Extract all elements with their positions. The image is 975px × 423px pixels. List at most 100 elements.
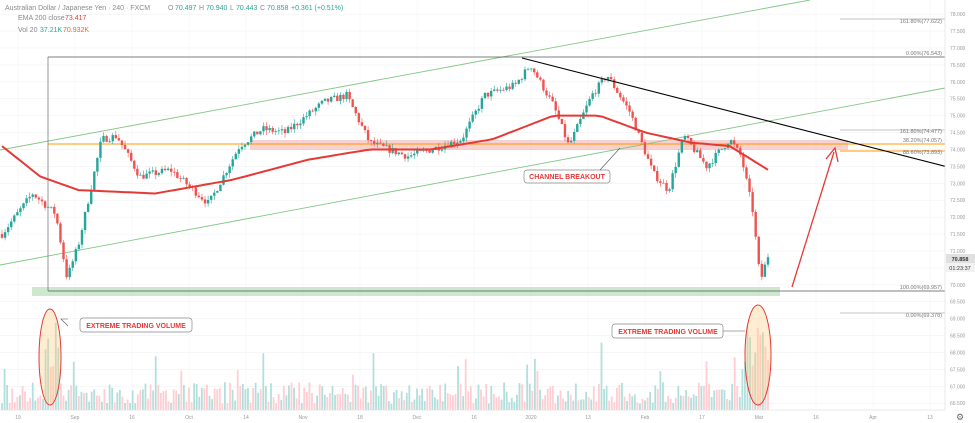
volume-bar bbox=[408, 385, 411, 410]
volume-bar bbox=[203, 388, 206, 410]
candle-body bbox=[369, 140, 373, 141]
candle-body bbox=[360, 122, 364, 126]
price-tick-label: 76.000 bbox=[950, 80, 966, 86]
forecast-arrow bbox=[791, 151, 835, 288]
volume-bar bbox=[103, 389, 106, 410]
volume-bar bbox=[180, 370, 183, 410]
volume-bar bbox=[741, 369, 744, 410]
volume-bar bbox=[244, 389, 247, 410]
candle-body bbox=[262, 126, 265, 132]
candle-body bbox=[382, 143, 385, 146]
volume-bar bbox=[364, 386, 367, 410]
volume-bar bbox=[370, 390, 372, 410]
candle-body bbox=[145, 173, 148, 179]
candle-body bbox=[563, 123, 567, 138]
volume-bar bbox=[385, 385, 388, 410]
candle-body bbox=[594, 93, 597, 95]
candle-body bbox=[228, 166, 231, 174]
volume-bar bbox=[744, 361, 746, 410]
candle-body bbox=[333, 95, 336, 97]
volume-bar bbox=[298, 382, 301, 410]
candle-body bbox=[385, 145, 388, 147]
price-axis[interactable]: 78.000 77.500 77.000 76.500 76.000 75.500 75.0… bbox=[950, 12, 966, 407]
volume-bar bbox=[277, 393, 280, 410]
gear-icon[interactable]: ⚙ bbox=[956, 412, 964, 422]
price-tick-label: 67.500 bbox=[950, 367, 966, 373]
price-tick-label: 70.000 bbox=[950, 283, 966, 289]
candle-body bbox=[723, 148, 727, 149]
candle-body bbox=[683, 136, 687, 140]
candle-body bbox=[53, 206, 56, 214]
volume-bar bbox=[718, 389, 721, 410]
candle-body bbox=[628, 105, 631, 112]
candle-body bbox=[148, 171, 151, 174]
volume-bar bbox=[375, 386, 377, 410]
candle-body bbox=[46, 207, 50, 208]
candle-body bbox=[720, 148, 724, 150]
volume-bar bbox=[47, 338, 50, 410]
ohlc-close: 70.858 bbox=[267, 5, 289, 12]
volume-bar bbox=[582, 399, 585, 410]
candle-body bbox=[117, 138, 121, 141]
volume-bar bbox=[626, 400, 628, 410]
candle-body bbox=[197, 195, 201, 198]
candle-body bbox=[754, 212, 757, 237]
price-tick-label: 76.500 bbox=[950, 63, 966, 69]
candle-body bbox=[323, 98, 327, 101]
volume-bar bbox=[31, 382, 34, 410]
candle-body bbox=[234, 153, 237, 160]
volume-bar bbox=[359, 398, 362, 410]
candle-body bbox=[280, 129, 284, 131]
callout-box-channel bbox=[523, 169, 611, 184]
volume-bar bbox=[685, 390, 687, 410]
candle-body bbox=[748, 178, 751, 193]
volume-bar bbox=[67, 389, 70, 410]
candle-body bbox=[493, 89, 496, 91]
volume-bar bbox=[318, 384, 321, 410]
volume-bar bbox=[477, 384, 480, 410]
candle-body bbox=[431, 149, 434, 153]
volume-bar bbox=[487, 403, 490, 410]
volume-bar bbox=[567, 390, 570, 410]
candle-body bbox=[468, 121, 471, 129]
volume-bar bbox=[549, 386, 552, 410]
volume-bar bbox=[600, 342, 603, 410]
volume-bar bbox=[6, 385, 9, 410]
fib-label-88: 88.60%(73.893) bbox=[903, 150, 942, 156]
candle-body bbox=[449, 141, 453, 148]
candle-body bbox=[225, 173, 228, 176]
candle-body bbox=[708, 163, 711, 169]
volume-bar bbox=[323, 394, 326, 410]
ohlc-low: 70.443 bbox=[236, 5, 258, 12]
candle-body bbox=[403, 154, 407, 159]
volume-bar bbox=[8, 402, 11, 410]
candle-body bbox=[649, 158, 653, 166]
countdown-label-bg bbox=[946, 263, 975, 272]
volume-bar bbox=[444, 383, 447, 410]
candle-body bbox=[413, 153, 416, 156]
volume-bar bbox=[111, 387, 114, 410]
price-tick-label: 68.000 bbox=[950, 350, 966, 356]
volume-bar bbox=[615, 387, 618, 410]
volume-bar bbox=[185, 401, 188, 410]
time-axis[interactable]: 19 Sep 16 Oct 14 Nov 18 Dec 16 2020 13 Feb 17 Mar 16 Ap… bbox=[15, 415, 933, 421]
candle-body bbox=[259, 131, 262, 135]
volume-bar bbox=[190, 402, 193, 410]
volume-bar bbox=[720, 389, 723, 410]
volume-bar bbox=[280, 399, 283, 410]
volume-bars bbox=[1, 322, 769, 410]
volume-bar bbox=[715, 389, 718, 410]
volume-bar bbox=[544, 395, 547, 410]
channel-upper-line bbox=[0, 0, 811, 151]
volume-bar bbox=[595, 401, 598, 410]
volume-bar bbox=[170, 402, 172, 410]
price-tick-label: 66.500 bbox=[950, 401, 966, 407]
volume-bar bbox=[559, 390, 562, 410]
volume-bar bbox=[175, 390, 178, 410]
candle-body bbox=[505, 86, 508, 90]
volume-bar bbox=[605, 385, 608, 410]
vol-label: Vol 20 bbox=[18, 27, 38, 34]
volume-bar bbox=[654, 385, 657, 410]
volume-bar bbox=[1, 403, 3, 410]
fib-label-0-top: 0.00%(76.543) bbox=[906, 51, 942, 57]
